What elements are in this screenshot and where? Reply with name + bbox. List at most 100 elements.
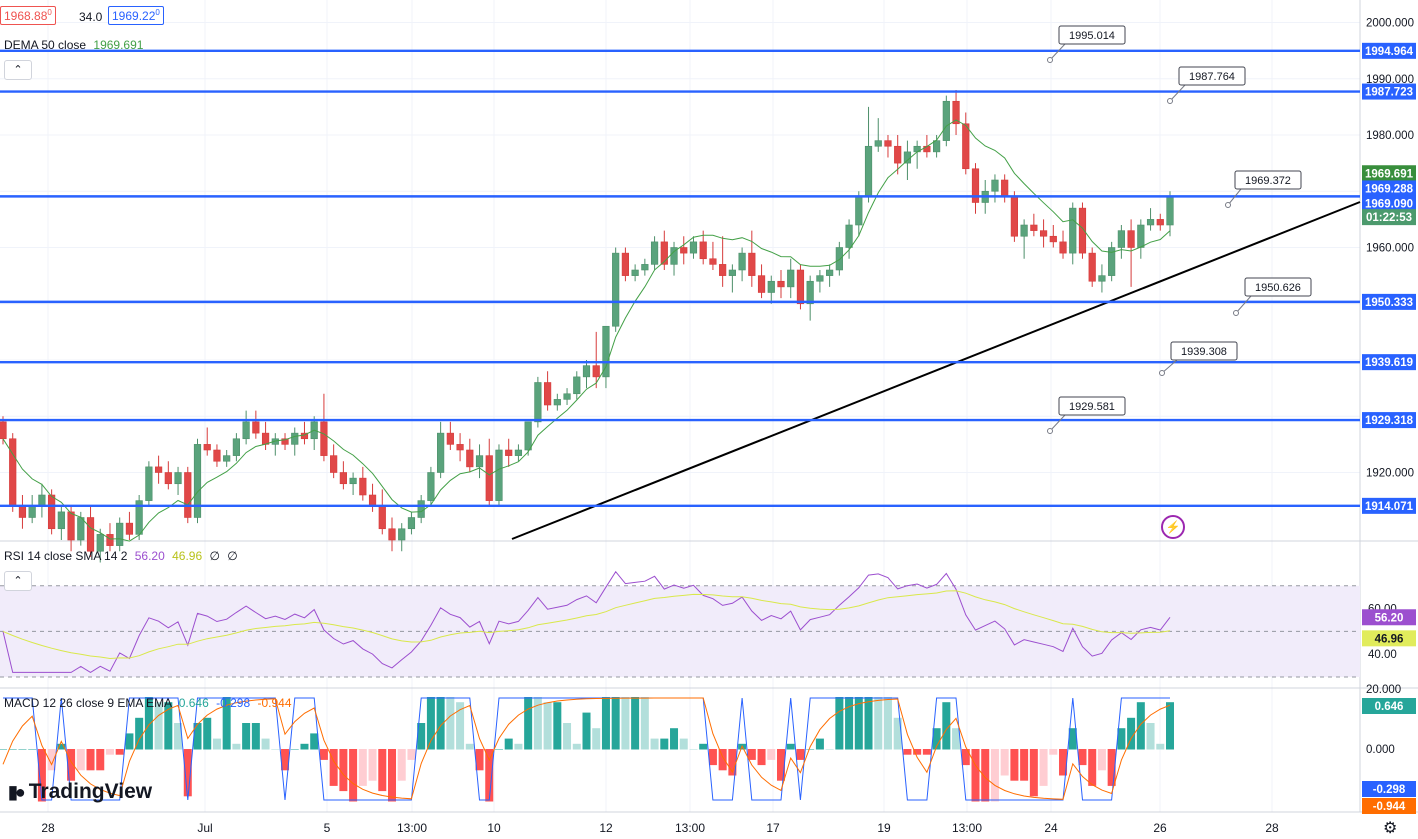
macd-histogram-bar: [640, 697, 649, 750]
price-axis-tag: [1362, 165, 1416, 182]
macd-histogram-bar: [670, 728, 679, 750]
candle-body: [164, 472, 172, 485]
candle-body: [826, 269, 834, 276]
candle-body: [184, 472, 192, 518]
time-axis-label: 26: [1153, 821, 1167, 835]
candle-body: [456, 444, 464, 451]
candle-body: [57, 511, 65, 530]
macd-histogram-bar: [47, 749, 56, 771]
candle-body: [378, 505, 386, 530]
macd-histogram-bar: [212, 738, 221, 750]
rsi-legend[interactable]: RSI 14 close SMA 14 2 56.20 46.96 ∅ ∅: [4, 549, 238, 563]
ask-price-box[interactable]: 1969.220: [108, 6, 164, 25]
macd-histogram-bar: [465, 743, 474, 750]
candle-body: [894, 145, 902, 164]
macd-hist-tag: [1362, 698, 1416, 714]
bid-price-box[interactable]: 1968.880: [0, 6, 56, 25]
callout-anchor: [1047, 428, 1053, 434]
price-axis-tag: [1362, 209, 1416, 226]
macd-histogram-bar: [1146, 723, 1155, 750]
candle-body: [719, 264, 727, 276]
macd-histogram-bar: [115, 749, 124, 755]
candle-body: [48, 494, 56, 530]
candle-body: [1030, 224, 1038, 231]
candle-body: [1156, 219, 1164, 226]
time-axis-label: 28: [1265, 821, 1279, 835]
price-axis-tag-label: 01:22:53: [1366, 212, 1412, 224]
candle-body: [466, 449, 474, 468]
callout-box: [1244, 277, 1312, 297]
macd-legend[interactable]: MACD 12 26 close 9 EMA EMA 0.646 -0.298 …: [4, 696, 292, 710]
candle-body: [524, 421, 532, 451]
macd-histogram-bar: [456, 702, 465, 750]
replay-lightning-icon[interactable]: ⚡: [1161, 515, 1185, 539]
macd-hist-tag-label: 0.646: [1375, 701, 1404, 713]
macd-histogram-bar: [699, 743, 708, 750]
macd-histogram-bar: [67, 749, 76, 781]
settings-gear-icon[interactable]: ⚙: [1383, 820, 1398, 837]
candle-body: [612, 252, 620, 327]
grid-lines: [0, 0, 1360, 812]
candle-body: [252, 421, 260, 434]
macd-histogram-bar: [28, 749, 37, 750]
collapse-rsi-button[interactable]: ⌃: [4, 571, 32, 591]
logo-text: TradingView: [28, 780, 153, 803]
macd-histogram-bar: [660, 738, 669, 750]
candle-body: [330, 455, 338, 473]
time-axis-label: 17: [766, 821, 780, 835]
macd-histogram-bar: [533, 697, 542, 750]
rsi-sma-value: 46.96: [172, 549, 203, 563]
macd-histogram-bar: [728, 749, 737, 776]
candle-body: [855, 196, 863, 226]
macd-histogram-bar: [582, 712, 591, 750]
dema-legend[interactable]: DEMA 50 close 1969.691: [4, 38, 143, 52]
macd-histogram-bar: [1010, 749, 1019, 781]
macd-histogram-bar: [1156, 743, 1165, 750]
macd-signal-value: -0.944: [257, 696, 292, 710]
macd-line: [3, 697, 1170, 801]
candle-body: [77, 517, 85, 541]
callout-anchor: [1225, 202, 1231, 208]
callout-anchor: [1159, 370, 1165, 376]
time-axis-label: 13:00: [952, 821, 982, 835]
macd-histogram-bar: [1097, 749, 1106, 771]
candle-body: [991, 179, 999, 192]
candle-body: [563, 393, 571, 400]
candle-body: [962, 123, 970, 170]
tradingview-logo[interactable]: ▮● TradingView: [8, 780, 152, 804]
callout-pointer: [1161, 359, 1178, 374]
candle-body: [1069, 207, 1077, 254]
macd-histogram-bar: [485, 749, 494, 802]
macd-line-tag: [1362, 781, 1416, 797]
collapse-legend-button[interactable]: ⌃: [4, 60, 32, 80]
candle-body: [543, 382, 552, 406]
chevron-up-icon: ⌃: [13, 64, 23, 76]
macd-histogram-bar: [621, 697, 630, 750]
candle-body: [835, 247, 843, 271]
macd-histogram-bar: [436, 697, 445, 750]
macd-axis-tick: 20.000: [1366, 684, 1401, 696]
macd-histogram-bar: [261, 738, 270, 750]
candle-body: [796, 269, 805, 305]
macd-histogram-bar: [708, 749, 717, 766]
macd-axis-tick: 0.000: [1366, 744, 1395, 756]
candle-body: [932, 140, 941, 153]
macd-histogram-bar: [922, 749, 931, 755]
macd-histogram-bar: [281, 749, 290, 771]
candle-body: [291, 432, 299, 445]
macd-label: MACD 12 26 close 9 EMA EMA: [4, 696, 172, 710]
macd-histogram-bar: [524, 697, 533, 750]
candle-body: [952, 100, 960, 125]
macd-histogram-bar: [96, 749, 105, 771]
candle-body: [223, 455, 231, 462]
rsi-value: 56.20: [134, 549, 165, 563]
callout-pointer: [1049, 414, 1066, 432]
candle-body: [339, 472, 347, 485]
time-axis-label: 19: [877, 821, 891, 835]
macd-histogram-bar: [747, 749, 756, 760]
candle-body: [757, 275, 766, 293]
price-axis-tag: [1362, 195, 1416, 212]
candle-body: [349, 477, 357, 485]
candle-body: [261, 432, 270, 445]
